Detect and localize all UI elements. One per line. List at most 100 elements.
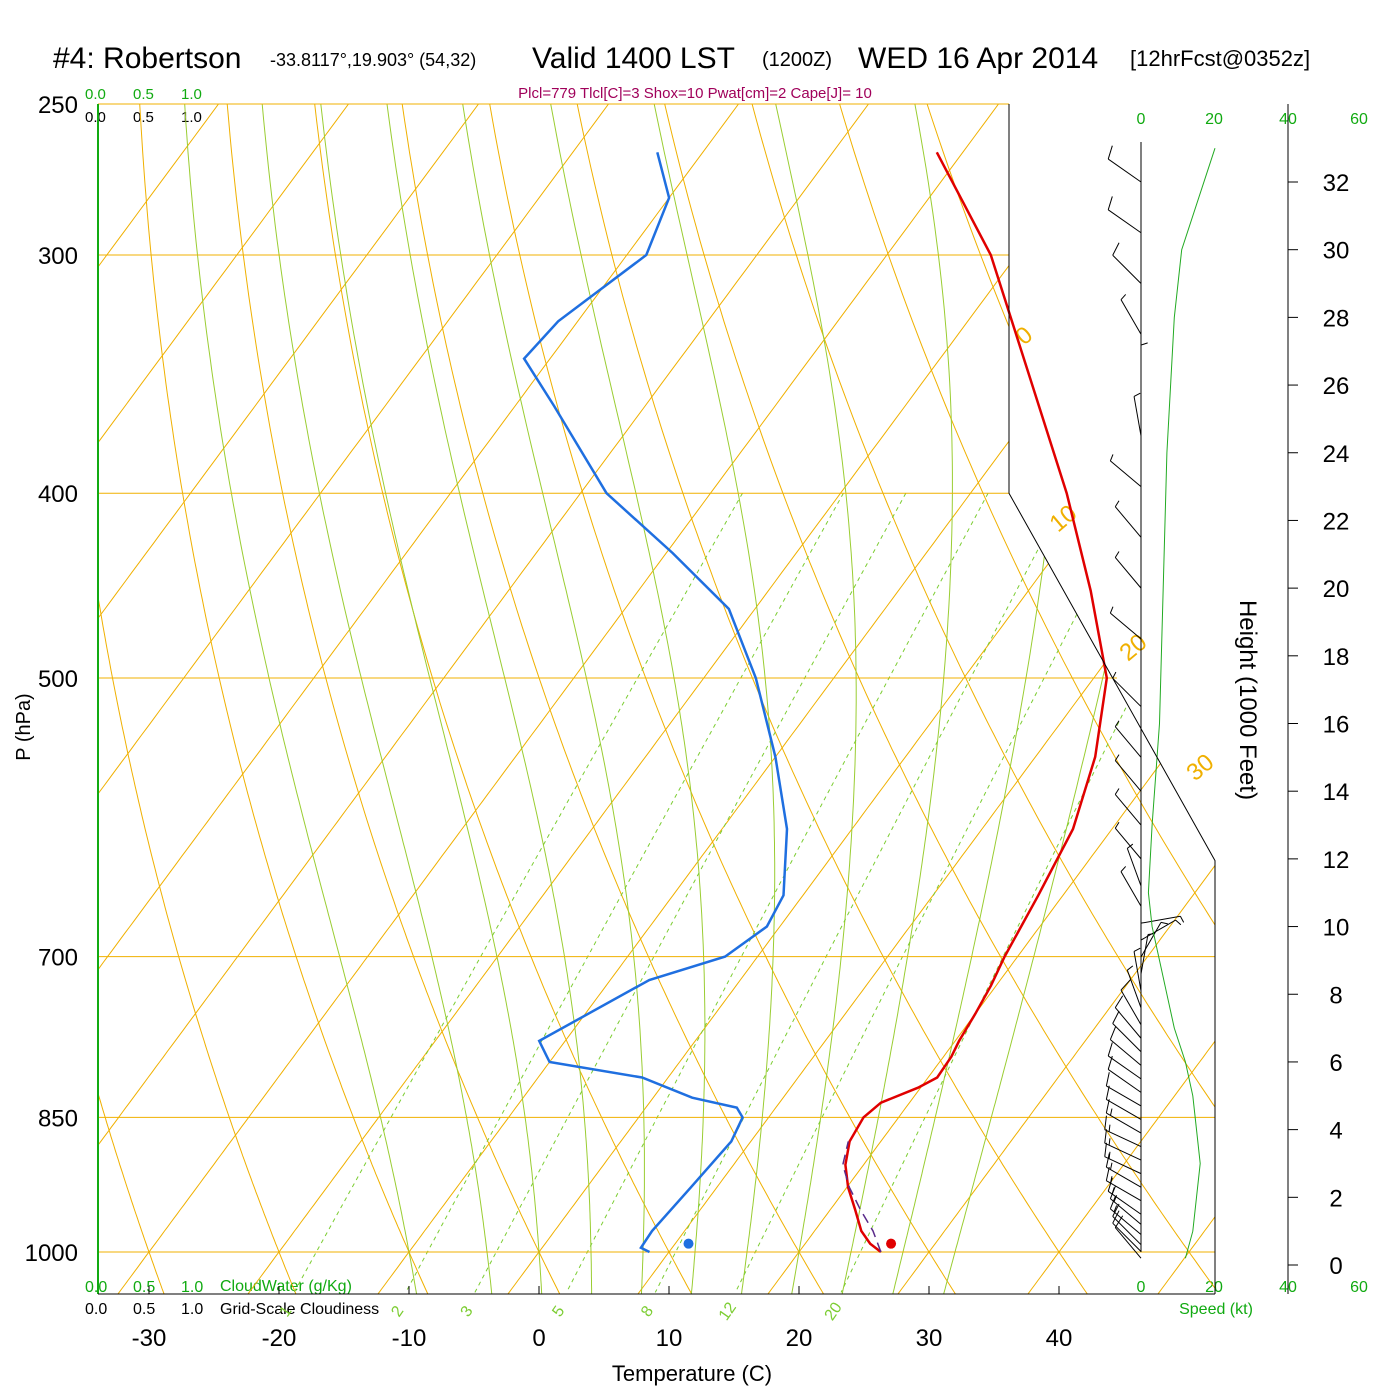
mixing-ratio-label: 2 xyxy=(388,1303,407,1320)
temperature-curve xyxy=(844,151,1109,1253)
isotherm-line xyxy=(98,104,894,1294)
surface-dewpoint-marker xyxy=(683,1238,694,1249)
wind-barb xyxy=(1105,1072,1142,1107)
zulu-time: (1200Z) xyxy=(762,49,832,71)
wind-barb xyxy=(1112,671,1142,707)
speed-tick: 0 xyxy=(1137,1279,1146,1296)
wind-barb xyxy=(1104,1142,1142,1175)
height-tick-label: 30 xyxy=(1323,238,1350,265)
speed-scale-top: 0 20 40 60 xyxy=(1137,111,1368,128)
mixing-ratio-line xyxy=(405,492,844,1293)
mixing-ratio-label: 8 xyxy=(638,1303,657,1320)
dry-adiabat-line xyxy=(829,104,1215,1294)
wind-barb xyxy=(1107,196,1142,234)
mixing-ratio-label: 20 xyxy=(822,1299,846,1323)
height-tick-label: 24 xyxy=(1323,441,1350,468)
temp-tick-label: 40 xyxy=(1046,1325,1073,1352)
moist-adiabat-line xyxy=(457,104,645,1294)
station-title: #4: Robertson xyxy=(53,42,241,75)
isotherm-line xyxy=(98,104,1024,1294)
mixing-ratio-line xyxy=(566,492,989,1293)
moist-adiabat-line xyxy=(833,104,953,1294)
height-tick-label: 28 xyxy=(1323,305,1350,332)
height-tick-label: 0 xyxy=(1329,1253,1342,1280)
surface-temp-marker xyxy=(886,1238,897,1249)
scale-tick-green: 0.0 xyxy=(85,1279,107,1296)
scale-tick-green: 1.0 xyxy=(181,86,202,103)
dry-adiabat-line xyxy=(310,104,713,1294)
isotherm-line xyxy=(1130,104,1215,1294)
bottom-cloudiness-scale: 0.0 0.5 1.0 Grid-Scale Cloudiness xyxy=(85,1301,379,1318)
stability-indices: Plcl=779 Tlcl[C]=3 Shox=10 Pwat[cm]=2 Ca… xyxy=(518,85,872,102)
height-tick-label: 10 xyxy=(1323,915,1350,942)
speed-tick: 0 xyxy=(1137,111,1146,128)
wind-barb xyxy=(1114,720,1142,758)
speed-label: Speed (kt) xyxy=(1179,1301,1253,1318)
wind-barb xyxy=(1133,392,1142,436)
forecast-run: [12hrFcst@0352z] xyxy=(1130,46,1310,71)
moist-adiabat-line xyxy=(182,104,423,1294)
pressure-tick-label: 850 xyxy=(38,1105,78,1132)
right-border xyxy=(1008,104,1216,1294)
mixing-ratio-label: 5 xyxy=(549,1303,568,1320)
temp-tick-label: 0 xyxy=(532,1325,545,1352)
isotherm-line xyxy=(98,104,504,1294)
wind-barb xyxy=(1109,606,1142,640)
temp-tick-label: -30 xyxy=(132,1325,167,1352)
station-coords: -33.8117°,19.903° (54,32) xyxy=(270,50,476,70)
wind-barb xyxy=(1140,921,1168,958)
valid-date: WED 16 Apr 2014 xyxy=(858,42,1098,75)
wind-barb xyxy=(1109,1026,1142,1066)
dry-adiabat-line xyxy=(656,104,1215,1294)
grid-lines xyxy=(98,70,1400,1331)
wind-barb xyxy=(1114,788,1142,826)
y-axis-label: P (hPa) xyxy=(13,693,35,760)
wind-barb xyxy=(1114,822,1142,860)
moist-adiabat-line xyxy=(316,104,544,1294)
scale-tick-green: 0.0 xyxy=(85,86,106,103)
cloudiness-label: Grid-Scale Cloudiness xyxy=(220,1301,379,1318)
isotherm-line xyxy=(98,104,764,1294)
wind-barb xyxy=(1126,965,1142,1008)
height-tick-label: 22 xyxy=(1323,508,1350,535)
pressure-tick-label: 400 xyxy=(38,481,78,508)
isotherm-line xyxy=(610,104,1215,1294)
wind-barb xyxy=(1104,1115,1142,1148)
pressure-tick-label: 300 xyxy=(38,243,78,270)
dry-adiabat-line xyxy=(137,104,446,1294)
wind-barb xyxy=(1107,145,1142,183)
isotherm-line xyxy=(480,104,1215,1294)
height-tick-label: 16 xyxy=(1323,712,1350,739)
pressure-tick-label: 250 xyxy=(38,92,78,119)
pressure-tick-label: 500 xyxy=(38,666,78,693)
wind-barb xyxy=(1114,500,1142,538)
dry-adiabat-line xyxy=(569,104,1114,1294)
isotherm-line xyxy=(98,104,634,1294)
wind-barb xyxy=(1114,995,1142,1039)
wind-barb xyxy=(1105,1153,1142,1188)
mixing-ratio-line xyxy=(474,492,907,1293)
height-tick-label: 32 xyxy=(1323,170,1350,197)
isotherm-line xyxy=(1000,104,1215,1294)
scale-tick-black: 0.0 xyxy=(85,109,106,126)
moist-adiabat-line xyxy=(767,104,857,1294)
wind-barb xyxy=(1105,1085,1142,1120)
mixing-ratio-line xyxy=(734,492,1140,1293)
wind-barb xyxy=(1107,1177,1142,1215)
speed-tick: 60 xyxy=(1350,1279,1368,1296)
wind-barb xyxy=(1104,1129,1142,1161)
dry-adiabat-line xyxy=(98,104,179,1294)
wind-barb xyxy=(1112,1203,1142,1246)
dry-adiabat-line xyxy=(1349,70,1400,1331)
wind-barb xyxy=(1120,866,1142,907)
moist-adiabat-line xyxy=(933,104,1203,1294)
height-tick-label: 18 xyxy=(1323,644,1350,671)
height-tick-label: 26 xyxy=(1323,373,1350,400)
scale-tick-green: 0.5 xyxy=(133,1279,155,1296)
moist-adiabat-line xyxy=(544,104,706,1294)
wind-barb xyxy=(1114,754,1142,792)
scale-tick-black: 1.0 xyxy=(181,109,202,126)
height-axis-label: Height (1000 Feet) xyxy=(1234,600,1261,800)
cloudwater-label: CloudWater (g/Kg) xyxy=(220,1278,352,1295)
